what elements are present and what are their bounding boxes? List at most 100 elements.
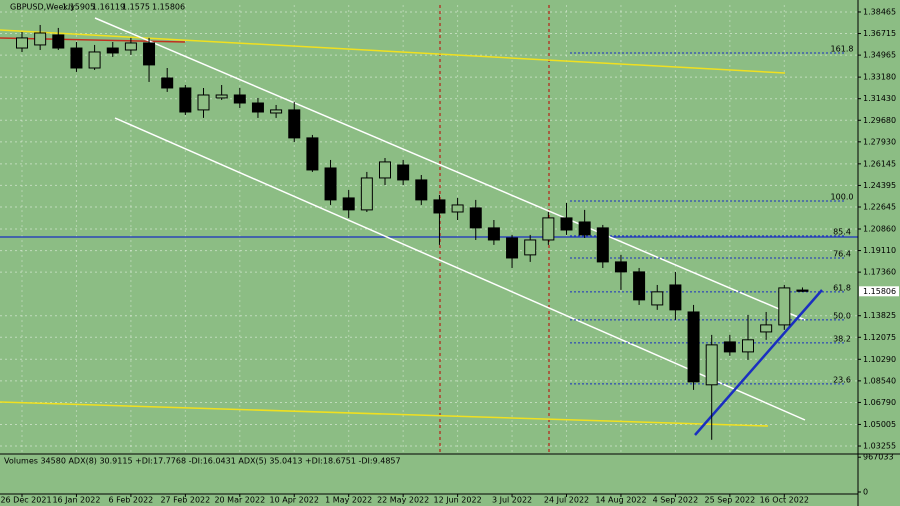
- candle-body: [379, 161, 391, 179]
- candle-body: [70, 47, 83, 69]
- candle-body: [88, 51, 101, 69]
- candle-body: [106, 47, 119, 54]
- candle-body: [633, 271, 646, 301]
- candle-body: [360, 177, 373, 211]
- candle-body: [524, 239, 537, 256]
- y-tick-label: 1.22645: [863, 202, 896, 211]
- x-tick-label: 24 Jul 2022: [544, 496, 589, 505]
- fib-label: 38.2: [833, 334, 851, 343]
- candle-body: [233, 94, 246, 104]
- x-tick-label: 3 Jul 2022: [492, 496, 532, 505]
- x-tick-label: 22 May 2022: [377, 496, 429, 505]
- trend-line: [0, 37, 186, 43]
- candle-body: [487, 227, 500, 241]
- y-tick-label: 1.36715: [863, 29, 896, 38]
- x-tick-label: 20 Mar 2022: [214, 496, 265, 505]
- fib-label: 161.8: [831, 44, 854, 53]
- trend-line: [0, 401, 769, 427]
- candle-body: [197, 94, 210, 111]
- y-tick-label: 1.17360: [863, 268, 896, 277]
- candle-body: [760, 324, 773, 333]
- candle-body: [433, 199, 446, 214]
- candle-body: [215, 94, 228, 99]
- candle-body: [124, 42, 137, 51]
- volume-tick-label: 0: [863, 488, 868, 497]
- y-tick-label: 1.03255: [863, 442, 896, 451]
- candle-body: [34, 32, 47, 46]
- candle-body: [742, 339, 754, 353]
- x-tick-label: 12 Jun 2022: [434, 496, 482, 505]
- y-tick-label: 1.34965: [863, 51, 896, 60]
- x-tick-label: 16 Oct 2022: [760, 496, 809, 505]
- candle-body: [161, 77, 174, 89]
- x-tick-label: 16 Jan 2022: [52, 496, 100, 505]
- candle-body: [560, 217, 573, 231]
- candle-body: [542, 217, 555, 241]
- header-close: 1.15806: [152, 3, 185, 12]
- fibonacci: 161.8 100.0 85.4 76.4 61.8 50.0 38.2 23.6: [570, 44, 854, 385]
- candle-body: [179, 87, 192, 113]
- x-tick-label: 14 Aug 2022: [595, 496, 646, 505]
- x-tick-label: 4 Sep 2022: [653, 496, 699, 505]
- overlays: [0, 5, 858, 452]
- candle-body: [669, 284, 682, 311]
- volume-label: Volumes 34580 ADX(8) 30.9115 +DI:17.7768…: [4, 457, 401, 466]
- y-tick-label: 1.27930: [863, 137, 896, 146]
- header-high: 1.16119: [92, 3, 125, 12]
- fib-label: 76.4: [833, 249, 851, 258]
- axis-panel: [858, 0, 900, 506]
- current-price-box: [859, 286, 899, 297]
- candle-body: [52, 34, 65, 49]
- y-tick-label: 1.19110: [863, 246, 896, 255]
- trend-line: [694, 289, 823, 436]
- candle-body: [778, 287, 791, 326]
- header-open: 1.15905: [62, 3, 95, 12]
- candle-body: [306, 137, 319, 171]
- x-tick-label: 25 Sep 2022: [704, 496, 755, 505]
- header-low: 1.1575: [122, 3, 150, 12]
- candle-body: [796, 289, 809, 292]
- candle-body: [687, 311, 700, 383]
- candle-body: [288, 109, 301, 139]
- y-tick-label: 1.08540: [863, 376, 896, 385]
- y-tick-label: 1.10290: [863, 355, 896, 364]
- x-tick-label: 10 Apr 2022: [270, 496, 319, 505]
- candle-body: [143, 42, 156, 66]
- candle-body: [506, 237, 519, 259]
- x-tick-label: 1 May 2022: [325, 496, 372, 505]
- candle-body: [723, 341, 736, 353]
- y-tick-label: 1.06790: [863, 398, 896, 407]
- candle-body: [324, 167, 337, 201]
- fib-label: 85.4: [833, 227, 851, 236]
- y-tick-label: 1.29680: [863, 116, 896, 125]
- candle-body: [705, 344, 718, 386]
- y-tick-label: 1.20860: [863, 224, 896, 233]
- y-tick-label: 1.12075: [863, 333, 896, 342]
- candle-body: [270, 109, 283, 114]
- fib-label: 100.0: [831, 193, 854, 202]
- volume-tick-label: 967033: [863, 453, 894, 462]
- candles: [16, 24, 809, 440]
- y-tick-label: 1.13825: [863, 311, 896, 320]
- x-tick-label: 6 Feb 2022: [109, 496, 154, 505]
- candle-body: [415, 179, 428, 201]
- x-tick-label: 27 Feb 2022: [160, 496, 210, 505]
- fib-label: 61.8: [833, 283, 851, 292]
- candle-body: [251, 102, 264, 113]
- axes: 1.38465 1.36715 1.34965 1.33180 1.31430 1.296…: [0, 7, 899, 505]
- y-tick-label: 1.31430: [863, 94, 896, 103]
- y-tick-label: 1.24395: [863, 181, 896, 190]
- y-tick-label: 1.33180: [863, 73, 896, 82]
- chart-title: GBPUSD,Weekly: [10, 3, 75, 12]
- candle-body: [578, 221, 591, 236]
- channel-line: [94, 17, 806, 321]
- candle-body: [651, 291, 664, 306]
- current-price: 1.15806: [863, 287, 896, 296]
- candle-body: [342, 197, 355, 211]
- candle-body: [397, 164, 410, 181]
- y-tick-label: 1.26145: [863, 159, 896, 168]
- candle-body: [451, 204, 464, 213]
